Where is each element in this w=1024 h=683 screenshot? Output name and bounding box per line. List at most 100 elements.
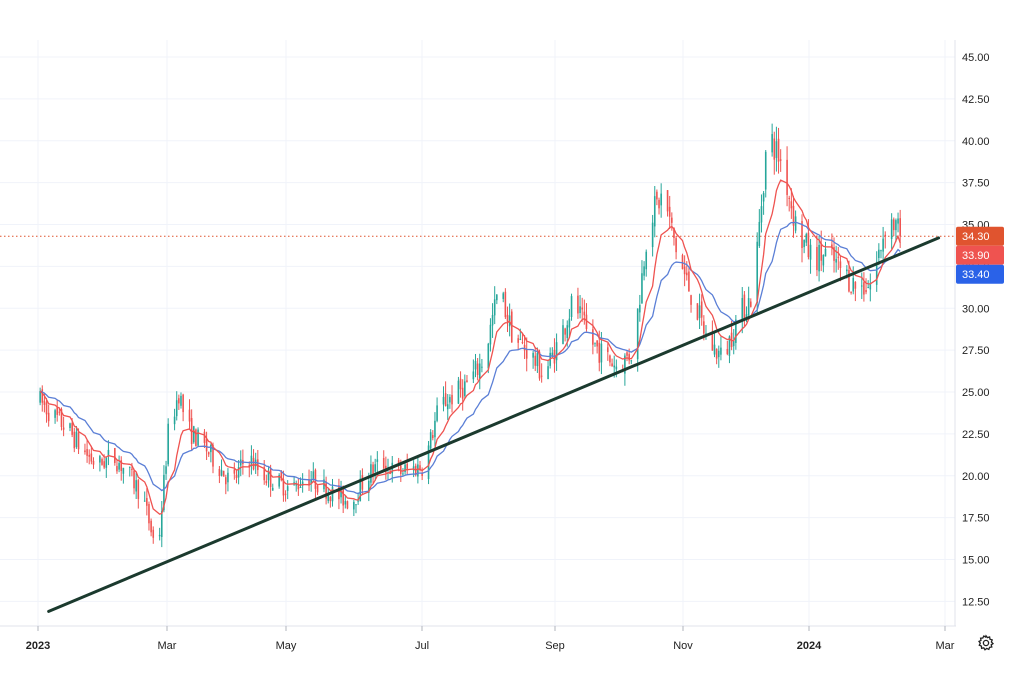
- candle-down: [540, 363, 543, 383]
- candle-up: [555, 333, 558, 371]
- candle-up: [158, 527, 161, 541]
- candle-down: [297, 478, 300, 496]
- time-axis[interactable]: 2023 Mar May Jul Sep Nov 2024 Mar: [26, 626, 955, 652]
- candle-up: [355, 504, 357, 514]
- candle-up: [301, 473, 304, 493]
- candle-up: [295, 480, 298, 492]
- candle-down: [406, 453, 409, 476]
- candle-up: [344, 495, 347, 509]
- time-tick-label: 2023: [26, 640, 50, 652]
- candle-up: [118, 455, 120, 473]
- candle-down: [839, 255, 842, 282]
- candle-up: [327, 488, 330, 504]
- candle-down: [325, 476, 327, 505]
- gear-icon[interactable]: [977, 634, 995, 652]
- candle-down: [92, 457, 95, 469]
- time-tick-label: Jul: [415, 640, 429, 652]
- candle-down: [476, 357, 479, 381]
- candle-down: [182, 393, 184, 422]
- candle-down: [609, 354, 611, 367]
- candle-up: [250, 445, 253, 475]
- candle-up: [173, 408, 176, 431]
- candle-down: [382, 450, 385, 472]
- candle-up: [562, 319, 564, 345]
- candle-down: [656, 189, 658, 206]
- candle-up: [122, 467, 125, 484]
- candle-down: [150, 518, 152, 537]
- price-tick-label: 30.00: [962, 303, 990, 315]
- candle-down: [749, 298, 752, 308]
- candle-up: [713, 332, 716, 358]
- candle-up: [180, 392, 182, 409]
- candle-up: [39, 387, 41, 406]
- candle-up: [705, 325, 707, 340]
- price-tick-label: 15.00: [962, 555, 990, 567]
- candle-up: [474, 353, 477, 378]
- long-moving-average-line: [39, 221, 901, 495]
- candle-down: [837, 246, 840, 270]
- candle-up: [818, 235, 820, 282]
- candle-down: [84, 443, 86, 455]
- candle-down: [466, 374, 468, 383]
- candle-up: [728, 335, 731, 364]
- candle-down: [459, 371, 462, 398]
- candle-down: [700, 294, 703, 326]
- candle-down: [865, 278, 867, 295]
- candle-up: [758, 209, 761, 248]
- candle-down: [218, 466, 221, 484]
- price-badge: 33.40: [956, 264, 1004, 284]
- candle-down: [786, 146, 788, 207]
- candle-up: [449, 394, 451, 409]
- candle-down: [372, 461, 374, 484]
- candle-down: [517, 334, 519, 350]
- candle-down: [148, 501, 150, 531]
- candle-down: [90, 445, 93, 465]
- candle-down: [726, 340, 729, 356]
- candle-down: [316, 484, 319, 496]
- candle-up: [99, 454, 101, 472]
- candle-up: [192, 425, 195, 444]
- candle-up: [107, 440, 110, 466]
- candle-up: [143, 491, 146, 502]
- candle-down: [101, 457, 103, 466]
- candle-up: [809, 238, 812, 274]
- candle-down: [338, 478, 340, 510]
- candle-up: [404, 461, 406, 475]
- candle-down: [248, 461, 251, 478]
- candle-down: [583, 299, 586, 325]
- price-badge-label: 33.40: [962, 269, 990, 281]
- candle-down: [207, 451, 210, 457]
- candle-down: [205, 431, 208, 461]
- candle-up: [128, 466, 131, 477]
- price-axis[interactable]: 45.0042.5040.0037.5035.0032.5030.0027.50…: [954, 40, 990, 626]
- candle-down: [77, 428, 80, 455]
- candle-up: [254, 452, 257, 474]
- candle-down: [884, 231, 887, 249]
- support-trendline[interactable]: [47, 236, 941, 613]
- candle-up: [717, 345, 720, 368]
- candle-down: [506, 306, 509, 333]
- candlesticks: [39, 123, 901, 548]
- candle-up: [775, 126, 778, 172]
- candle-down: [47, 404, 50, 427]
- candle-down: [863, 272, 865, 302]
- candle-up: [890, 213, 893, 250]
- candle-up: [167, 418, 169, 467]
- candle-up: [852, 266, 855, 295]
- candle-down: [235, 469, 238, 484]
- candle-up: [771, 123, 773, 157]
- candle-up: [764, 149, 767, 198]
- candle-up: [630, 360, 633, 365]
- candle-up: [489, 318, 492, 352]
- candle-down: [152, 526, 155, 544]
- candle-down: [329, 495, 332, 508]
- candle-up: [653, 186, 656, 238]
- candle-up: [442, 386, 445, 412]
- candle-down: [342, 485, 344, 514]
- candle-down: [833, 237, 835, 273]
- candle-up: [496, 294, 498, 305]
- candle-down: [696, 303, 699, 321]
- time-tick-label: Sep: [545, 640, 565, 652]
- candle-up: [869, 273, 872, 302]
